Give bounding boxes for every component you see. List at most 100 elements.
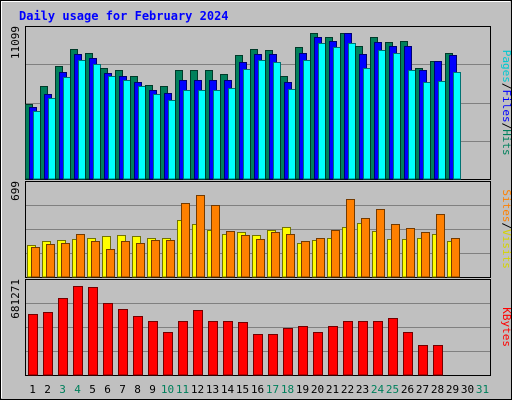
bar-sites [391,224,400,278]
x-tick-label: 11 [176,383,189,396]
bar-pages [348,43,356,180]
bar-sites [286,234,295,278]
axis-legend: KBytes [500,307,512,347]
bar-kbytes [208,321,218,376]
x-tick-label: 6 [104,383,111,396]
bar-sites [211,205,220,278]
bar-kbytes [133,316,143,376]
bar-kbytes [268,334,278,376]
bar-kbytes [433,345,443,376]
x-tick-label: 14 [221,383,235,396]
bar-pages [453,72,461,180]
x-tick-label: 18 [281,383,294,396]
x-tick-label: 29 [446,383,459,396]
x-tick-label: 30 [461,383,474,396]
bar-pages [393,53,401,180]
bar-pages [258,60,266,180]
bar-pages [288,89,296,180]
x-tick-label: 15 [236,383,249,396]
x-tick-label: 9 [149,383,156,396]
bar-kbytes [403,332,413,376]
bar-kbytes [148,321,158,376]
bar-sites [166,240,175,278]
bar-sites [421,232,430,278]
bar-sites [46,244,55,278]
x-tick-label: 2 [44,383,51,396]
bar-sites [406,228,415,278]
legend-hits: Hits [500,129,512,156]
bar-sites [181,203,190,278]
bar-kbytes [343,321,353,376]
legend-separator: / [500,223,512,230]
bar-sites [331,230,340,278]
x-axis-labels: 1 2 3 4 5 6 7 8 9 10 11 12 13 14 15 16 17 18 19 20 21 22 23 24 2… [29,383,489,396]
bar-kbytes [163,332,173,376]
bar-kbytes [73,286,83,376]
bar-kbytes [238,322,248,376]
bar-kbytes [388,318,398,376]
x-tick-label: 10 [161,383,174,396]
bar-kbytes [88,287,98,376]
bar-sites [361,218,370,278]
bar-sites [76,234,85,278]
legend-kbytes: KBytes [500,307,512,347]
x-tick-label: 22 [341,383,354,396]
bar-sites [376,209,385,278]
bar-pages [33,111,41,180]
x-tick-label: 3 [59,383,66,396]
x-tick-label: 12 [191,383,204,396]
bar-kbytes [418,345,428,376]
x-tick-label: 23 [356,383,369,396]
bar-sites [91,241,100,278]
bar-sites [256,239,265,278]
bar-kbytes [313,332,323,376]
bar-kbytes [223,321,233,376]
x-tick-label: 16 [251,383,264,396]
bar-sites [136,243,145,278]
visits-panel: 699 Sites/Visits [9,181,512,278]
kbytes-panel: 681271 KBytes [9,279,512,376]
legend-pages: Pages [500,50,512,83]
bar-sites [121,241,130,278]
x-tick-label: 24 [371,383,385,396]
y-max-label: 11099 [9,26,22,59]
bar-pages [198,90,206,180]
chart-title: Daily usage for February 2024 [19,9,229,23]
x-tick-label: 20 [311,383,324,396]
x-tick-label: 25 [386,383,399,396]
x-tick-label: 31 [476,383,489,396]
x-tick-label: 7 [119,383,126,396]
x-tick-label: 27 [416,383,429,396]
bar-pages [138,86,146,180]
bar-kbytes [118,309,128,376]
bar-pages [213,90,221,180]
x-tick-label: 8 [134,383,141,396]
bar-sites [31,247,40,278]
bar-sites [106,249,115,278]
x-tick-label: 13 [206,383,219,396]
y-max-label: 681271 [9,279,22,319]
bar-sites [436,214,445,278]
bar-pages [243,69,251,180]
bar-sites [346,199,355,278]
bar-sites [271,232,280,278]
legend-visits: Visits [500,229,512,269]
bar-pages [378,50,386,180]
bar-sites [151,240,160,278]
bar-pages [333,47,341,180]
x-tick-label: 21 [326,383,339,396]
x-tick-label: 19 [296,383,309,396]
bar-kbytes [373,321,383,376]
legend-sites: Sites [500,189,512,222]
bar-sites [316,238,325,278]
bar-pages [228,88,236,180]
bar-kbytes [298,326,308,376]
bar-kbytes [103,303,113,376]
x-tick-label: 17 [266,383,279,396]
bar-sites [226,231,235,278]
bar-pages [168,100,176,180]
bar-kbytes [28,314,38,376]
